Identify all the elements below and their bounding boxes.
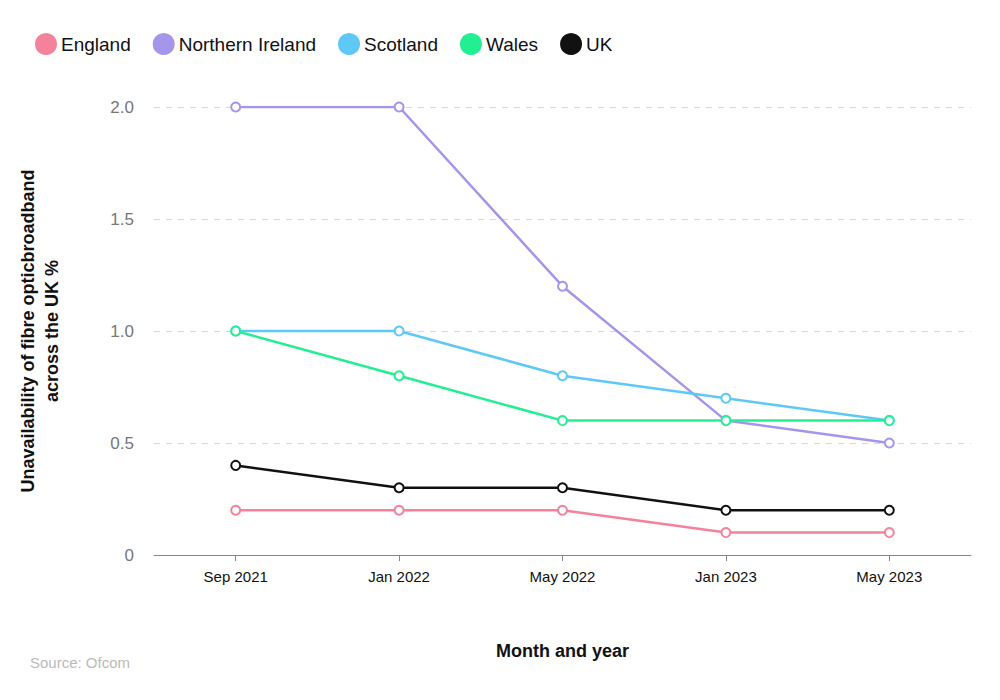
svg-text:Jan 2022: Jan 2022 (368, 568, 430, 585)
svg-text:England: England (61, 34, 131, 55)
svg-text:across the UK %: across the UK % (42, 260, 62, 402)
svg-text:May 2023: May 2023 (856, 568, 922, 585)
svg-text:UK: UK (586, 34, 613, 55)
svg-text:0: 0 (125, 546, 134, 565)
svg-text:Jan 2023: Jan 2023 (695, 568, 757, 585)
svg-text:Sep 2021: Sep 2021 (204, 568, 268, 585)
svg-text:Source: Ofcom: Source: Ofcom (30, 654, 130, 671)
svg-text:May 2022: May 2022 (530, 568, 596, 585)
svg-text:2.0: 2.0 (110, 98, 134, 117)
svg-text:Northern Ireland: Northern Ireland (179, 34, 316, 55)
svg-text:Scotland: Scotland (364, 34, 438, 55)
svg-text:Unavailability of fibre opticb: Unavailability of fibre opticbroadband (18, 169, 38, 492)
svg-text:Month and year: Month and year (496, 641, 629, 661)
svg-text:0.5: 0.5 (110, 434, 134, 453)
svg-text:1.0: 1.0 (110, 322, 134, 341)
svg-text:Wales: Wales (486, 34, 538, 55)
svg-text:1.5: 1.5 (110, 210, 134, 229)
